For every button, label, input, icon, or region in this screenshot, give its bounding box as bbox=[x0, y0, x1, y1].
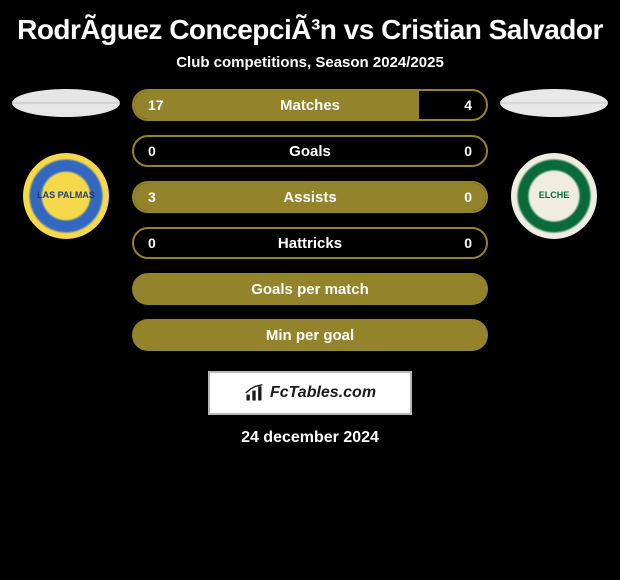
right-flag-ellipse bbox=[500, 89, 608, 117]
stat-label: Goals per match bbox=[251, 281, 369, 298]
page-subtitle: Club competitions, Season 2024/2025 bbox=[0, 54, 620, 89]
stat-label: Matches bbox=[134, 97, 486, 114]
stat-label: Goals bbox=[134, 143, 486, 160]
main-container: RodrÃ­guez ConcepciÃ³n vs Cristian Salva… bbox=[0, 0, 620, 455]
stat-pill-full: Min per goal bbox=[132, 319, 488, 351]
stats-column: 17Matches40Goals03Assists00Hattricks0Goa… bbox=[132, 89, 488, 351]
date-line: 24 december 2024 bbox=[0, 429, 620, 447]
stat-pill: 0Hattricks0 bbox=[132, 227, 488, 259]
stat-pill-full: Goals per match bbox=[132, 273, 488, 305]
stat-value-right: 4 bbox=[464, 97, 472, 113]
stat-label: Assists bbox=[134, 189, 486, 206]
comparison-area: LAS PALMAS 17Matches40Goals03Assists00Ha… bbox=[0, 89, 620, 351]
stat-value-right: 0 bbox=[464, 143, 472, 159]
page-title: RodrÃ­guez ConcepciÃ³n vs Cristian Salva… bbox=[0, 8, 620, 54]
left-flag-ellipse bbox=[12, 89, 120, 117]
stat-label: Hattricks bbox=[134, 235, 486, 252]
stat-label: Min per goal bbox=[266, 327, 354, 344]
stat-pill: 0Goals0 bbox=[132, 135, 488, 167]
left-club-short: LAS PALMAS bbox=[37, 191, 95, 201]
left-club-badge: LAS PALMAS bbox=[23, 153, 109, 239]
stat-value-right: 0 bbox=[464, 235, 472, 251]
attribution-badge: FcTables.com bbox=[208, 371, 412, 415]
right-club-short: ELCHE bbox=[539, 191, 570, 201]
stat-pill: 17Matches4 bbox=[132, 89, 488, 121]
left-player-column: LAS PALMAS bbox=[12, 89, 120, 239]
right-club-badge: ELCHE bbox=[511, 153, 597, 239]
attribution-text: FcTables.com bbox=[270, 384, 376, 402]
stat-value-right: 0 bbox=[464, 189, 472, 205]
stat-pill: 3Assists0 bbox=[132, 181, 488, 213]
chart-icon bbox=[244, 383, 264, 403]
right-player-column: ELCHE bbox=[500, 89, 608, 239]
